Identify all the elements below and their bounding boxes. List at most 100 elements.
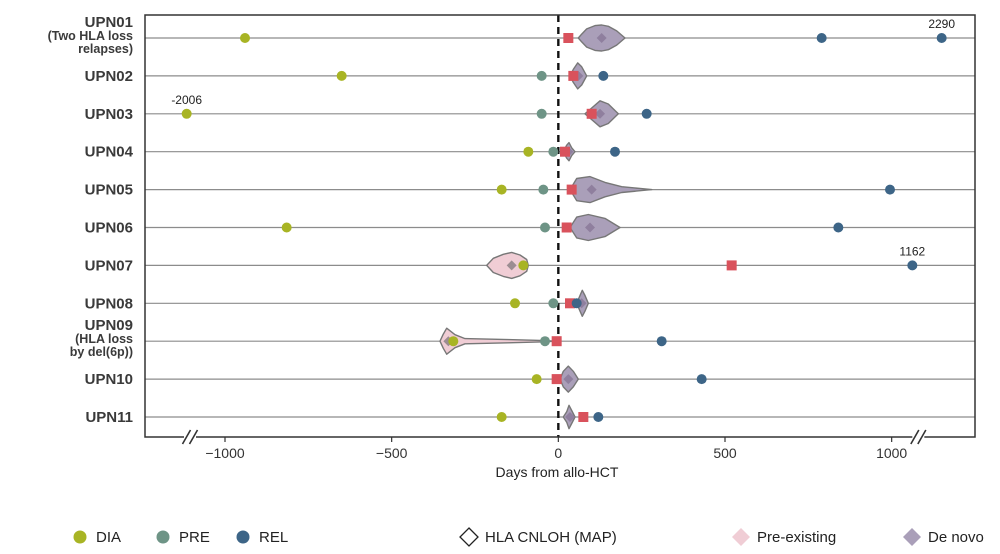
rel-point (885, 184, 895, 195)
rel-point (641, 108, 652, 119)
map-marker (551, 336, 562, 347)
axis-break-gap (912, 431, 925, 443)
rel-point (571, 298, 582, 309)
x-tick-label: 0 (554, 445, 562, 461)
dia-point (448, 336, 459, 347)
dia-point (281, 222, 292, 233)
violin-median-marker (565, 412, 575, 422)
violin-de-novo (569, 175, 653, 204)
violin-median-marker (563, 374, 574, 385)
pre-point (538, 184, 549, 195)
map-marker (560, 146, 570, 157)
map-marker (561, 222, 572, 233)
patient-label: UPN03 (85, 106, 133, 123)
axis-break-mark (917, 429, 927, 445)
x-tick-label: −500 (376, 445, 408, 461)
patient-label: UPN10 (85, 371, 133, 388)
x-tick-label: −1000 (205, 445, 245, 461)
dia-point (531, 374, 542, 385)
dia-point (496, 412, 507, 422)
patient-note: (HLA loss (75, 332, 133, 346)
x-tick-label: 500 (713, 445, 737, 461)
violin-median-marker (506, 260, 517, 271)
map-marker (586, 108, 597, 119)
map-marker (568, 70, 579, 81)
patient-label: UPN09 (HLA loss by del(6p)) (70, 317, 133, 359)
patient-note: relapses) (78, 42, 133, 56)
dia-point (518, 260, 529, 271)
legend-item-map: HLA CNLOH (MAP) (459, 527, 617, 547)
axis-break-gap (184, 431, 196, 443)
patient-label: UPN05 (85, 182, 133, 199)
dia-point (496, 184, 507, 195)
legend-item-dia: DIA (73, 529, 121, 546)
dia-point (336, 70, 347, 81)
map-marker (566, 184, 577, 195)
rel-point (610, 146, 620, 157)
rel-point (696, 374, 707, 385)
violin-median-marker (596, 33, 607, 43)
pre-legend-marker (156, 530, 170, 544)
rel-point (656, 336, 667, 347)
pre-point (548, 298, 559, 309)
value-annotation: 2290 (928, 17, 955, 31)
de-novo-legend-marker (903, 528, 921, 546)
patient-note: (Two HLA loss (48, 29, 133, 43)
pre-point (540, 336, 550, 347)
rel-point (593, 412, 604, 422)
pre-point (548, 146, 559, 157)
x-tick-label: 1000 (876, 445, 907, 461)
value-annotation: 1162 (899, 244, 925, 258)
dia-point (523, 146, 534, 157)
legend-label: HLA CNLOH (MAP) (485, 529, 617, 546)
patient-label: UPN04 (85, 144, 134, 161)
patient-label: UPN07 (85, 257, 133, 274)
rel-point (598, 70, 609, 81)
axis-break-mark (910, 429, 920, 445)
axis-break-mark (181, 429, 192, 445)
map-marker (565, 298, 575, 309)
legend-item-de-novo: De novo (903, 528, 984, 546)
rel-point (907, 260, 918, 271)
rel-point (816, 33, 827, 43)
rel-point (936, 33, 947, 43)
pre-point (536, 108, 547, 119)
map-legend-marker (459, 527, 479, 547)
violin-median-marker (586, 184, 597, 195)
patient-label: UPN01 (Two HLA loss relapses) (48, 14, 133, 56)
dia-point (510, 298, 520, 309)
legend-label: De novo (928, 529, 984, 546)
legend-label: DIA (96, 529, 121, 546)
legend-label: PRE (179, 529, 210, 546)
map-marker (578, 412, 589, 422)
map-marker (726, 260, 737, 271)
patient-label: UPN06 (85, 220, 133, 237)
legend-item-pre: PRE (156, 529, 210, 546)
plot-panel-border (144, 14, 976, 438)
map-marker (563, 33, 574, 43)
value-annotation: -2006 (171, 93, 202, 107)
dia-point (181, 108, 192, 119)
violin-median-marker (595, 108, 605, 119)
legend-label: REL (259, 529, 288, 546)
violin-median-marker (585, 222, 595, 233)
legend-label: Pre-existing (757, 529, 836, 546)
pre-point (536, 70, 547, 81)
patient-note: by del(6p)) (70, 345, 133, 359)
legend-item-rel: REL (236, 529, 288, 546)
map-marker (551, 374, 562, 385)
pre-existing-legend-marker (732, 528, 750, 546)
rel-legend-marker (236, 530, 250, 544)
dia-legend-marker (73, 530, 87, 544)
patient-label: UPN02 (85, 68, 133, 85)
pre-point (540, 222, 550, 233)
patient-label: UPN11 (85, 409, 133, 426)
patient-label: UPN08 (85, 295, 133, 312)
rel-point (833, 222, 844, 233)
axis-break-mark (188, 429, 199, 445)
x-axis-title: Days from allo-HCT (496, 464, 619, 480)
legend-item-pre-existing: Pre-existing (732, 528, 836, 546)
dia-point (240, 33, 250, 43)
patient-id: UPN09 (85, 317, 133, 334)
